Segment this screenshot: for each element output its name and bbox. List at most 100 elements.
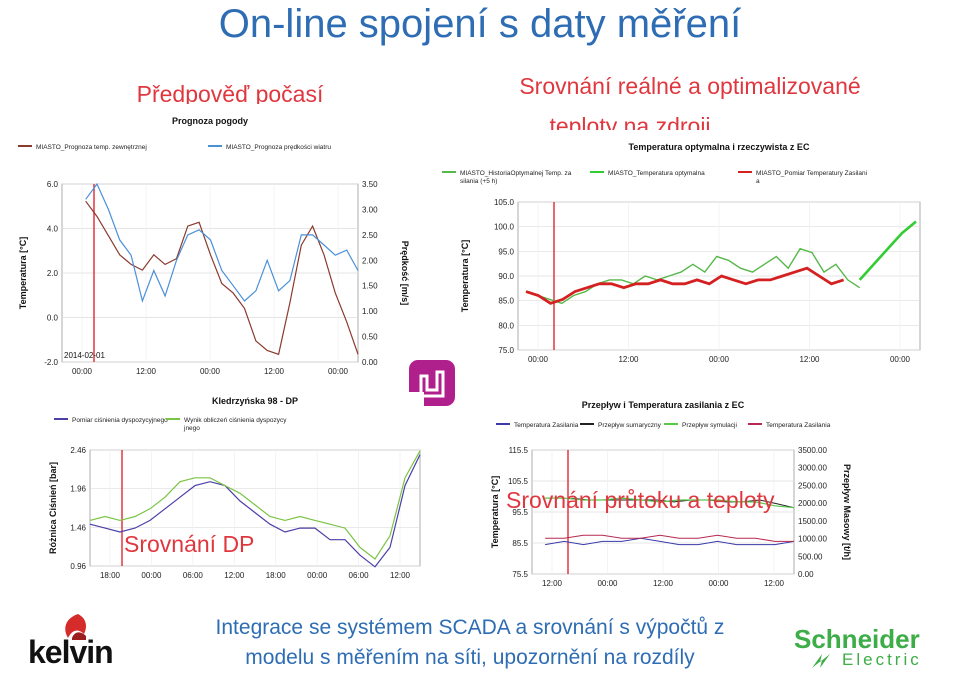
- y2-tick-label: 0.00: [362, 358, 378, 367]
- y-tick-label: 1.46: [70, 523, 86, 532]
- x-tick-label: 00:00: [597, 579, 618, 588]
- date-label: 2014-02-01: [64, 351, 105, 360]
- y2-tick-label: 1.50: [362, 282, 378, 291]
- dp-panel: Kledrzyńska 98 - DP Pomiar ciśnienia dysp…: [34, 392, 424, 597]
- temperature-compare-panel: Temperatura optymalna i rzeczywista z EC…: [432, 130, 960, 390]
- legend-label: MIASTO_HistoriaOptymalnej Temp. za: [460, 170, 572, 177]
- y2-tick-label: 3000.00: [798, 464, 827, 473]
- y-tick-label: 0.96: [70, 562, 86, 571]
- x-tick-label: 06:00: [183, 571, 204, 580]
- x-tick-label: 12:00: [542, 579, 563, 588]
- legend-label: Temperatura Zasilania: [766, 422, 831, 429]
- chart-title: Temperatura optymalna i rzeczywista z EC: [629, 142, 810, 152]
- x-tick-label: 00:00: [307, 571, 328, 580]
- y2-tick-label: 2.00: [362, 256, 378, 265]
- y-axis-label: Temperatura [°C]: [460, 240, 470, 312]
- chart-title: Prognoza pogody: [172, 116, 248, 126]
- y-axis-label: Temperatura [°C]: [490, 476, 500, 548]
- x-tick-label: 18:00: [100, 571, 121, 580]
- legend-label: MIASTO_Prognoza temp. zewnętrznej: [36, 144, 147, 151]
- y2-tick-label: 1.00: [362, 307, 378, 316]
- y-tick-label: 85.5: [512, 539, 528, 548]
- y2-tick-label: 2500.00: [798, 481, 827, 490]
- kelvin-logo-text: kelvin: [28, 634, 114, 670]
- series-line: [85, 200, 359, 356]
- y2-tick-label: 1500.00: [798, 517, 827, 526]
- schneider-mark-icon: [812, 654, 830, 668]
- legend-label-cont: silania (+5 h): [460, 178, 497, 185]
- flow-chart: Przepływ i Temperatura zasilania z EC Tem…: [490, 400, 852, 588]
- y2-tick-label: 500.00: [798, 552, 823, 561]
- x-tick-label: 12:00: [799, 355, 820, 364]
- flow-panel: Przepływ i Temperatura zasilania z EC Tem…: [486, 392, 866, 602]
- y-tick-label: 95.0: [498, 247, 514, 256]
- y-tick-label: 105.0: [494, 198, 515, 207]
- y2-tick-label: 3.50: [362, 180, 378, 189]
- y-tick-label: 4.0: [47, 225, 59, 234]
- y-tick-label: 2.0: [47, 269, 59, 278]
- caption-weather: Předpověď počasí: [136, 81, 324, 107]
- y-tick-label: 95.5: [512, 508, 528, 517]
- x-tick-label: 00:00: [890, 355, 911, 364]
- legend-label: MIASTO_Prognoza prędkości wiatru: [226, 144, 331, 151]
- weather-forecast-chart: Prognoza pogody MIASTO_Prognoza temp. zew…: [18, 116, 410, 376]
- chart-title: Kledrzyńska 98 - DP: [212, 396, 298, 406]
- y-tick-label: 105.5: [508, 477, 529, 486]
- caption-flow: Srovnání průtoku a teploty: [506, 487, 775, 513]
- y2-tick-label: 0.00: [798, 570, 814, 579]
- y-tick-label: 0.0: [47, 314, 59, 323]
- x-tick-label: 00:00: [709, 355, 730, 364]
- pipe-icon: [419, 370, 445, 398]
- legend-label: MIASTO_Pomiar Temperatury Zasilani: [756, 170, 867, 177]
- series-line: [545, 534, 794, 542]
- bottom-line-1: Integrace se systémem SCADA a srovnání s…: [215, 616, 725, 639]
- y-tick-label: 85.0: [498, 297, 514, 306]
- x-tick-label: 12:00: [264, 367, 285, 376]
- y-tick-label: 115.5: [509, 446, 529, 455]
- y-axis-label: Temperatura [°C]: [18, 237, 28, 309]
- electric-logo-text: Electric: [842, 650, 922, 669]
- legend-label: MIASTO_Temperatura optymalna: [608, 170, 705, 177]
- plot-area: [89, 449, 421, 567]
- kelvin-logo: kelvin: [28, 612, 128, 672]
- caption-compare-line1: Srovnání reálné a optimalizované: [519, 73, 861, 99]
- legend-label-cont: jnego: [183, 425, 200, 432]
- y-tick-label: 1.96: [70, 485, 86, 494]
- y-tick-label: 90.0: [498, 272, 514, 281]
- x-tick-label: 12:00: [618, 355, 639, 364]
- x-tick-label: 12:00: [224, 571, 245, 580]
- x-tick-label: 00:00: [200, 367, 221, 376]
- y2-tick-label: 2000.00: [798, 499, 827, 508]
- y-tick-label: 100.0: [494, 223, 515, 232]
- x-tick-label: 12:00: [764, 579, 785, 588]
- y2-tick-label: 3500.00: [798, 446, 827, 455]
- x-tick-label: 12:00: [653, 579, 674, 588]
- x-tick-label: 00:00: [141, 571, 162, 580]
- schneider-logo: Schneider Electric: [794, 624, 944, 674]
- series-line: [545, 537, 795, 546]
- y2-tick-label: 1000.00: [798, 535, 827, 544]
- y-tick-label: -2.0: [44, 358, 58, 367]
- legend-label: Temperatura Zasilania: [514, 422, 579, 429]
- y-tick-label: 80.0: [498, 321, 514, 330]
- y2-tick-label: 0.50: [362, 333, 378, 342]
- slide-title: On-line spojení s daty měření: [218, 2, 742, 46]
- y-tick-label: 75.0: [498, 346, 514, 355]
- series-line: [545, 497, 795, 509]
- bottom-line-2: modelu s měřením na síti, upozornění na …: [245, 646, 695, 669]
- y2-tick-label: 2.50: [362, 231, 378, 240]
- x-tick-label: 18:00: [266, 571, 287, 580]
- y-tick-label: 2.46: [70, 446, 86, 455]
- legend-label: Wynik obliczeń ciśnienia dyspozycy: [184, 417, 287, 424]
- x-tick-label: 06:00: [349, 571, 370, 580]
- series-line: [525, 266, 845, 305]
- x-tick-label: 12:00: [390, 571, 411, 580]
- x-tick-label: 00:00: [328, 367, 349, 376]
- y2-axis-label: Przepływ Masowy [t/h]: [842, 464, 852, 560]
- y2-tick-label: 3.00: [362, 205, 378, 214]
- x-tick-label: 00:00: [72, 367, 93, 376]
- weather-forecast-panel: Prognoza pogody MIASTO_Prognoza temp. zew…: [0, 104, 420, 384]
- x-tick-label: 12:00: [136, 367, 157, 376]
- series-line: [525, 247, 861, 305]
- schneider-logo-text: Schneider: [794, 624, 920, 654]
